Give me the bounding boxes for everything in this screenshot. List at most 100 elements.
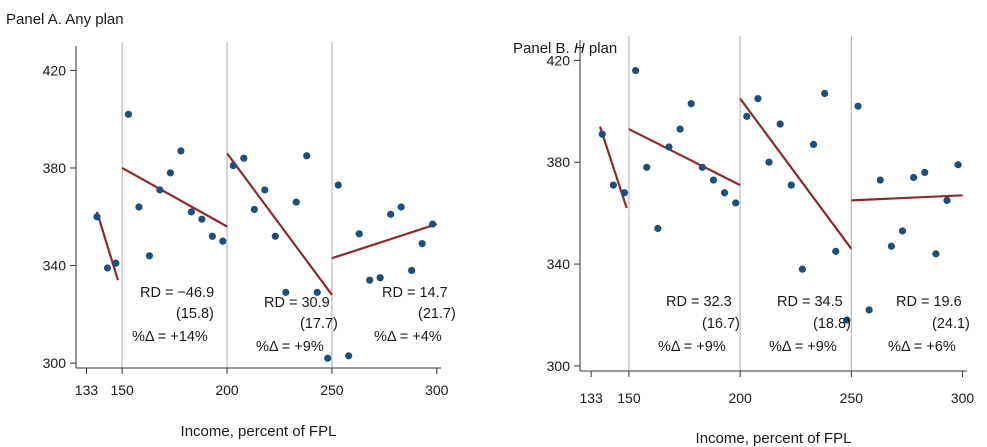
- y-tick-label: 420: [43, 62, 67, 78]
- rd-percent-change: %Δ = +9%: [769, 339, 837, 355]
- rd-standard-error: (16.7): [702, 316, 740, 332]
- fit-line: [95, 211, 120, 281]
- data-point: [345, 352, 353, 360]
- data-point: [208, 232, 216, 240]
- data-point: [198, 215, 206, 223]
- data-point: [156, 186, 164, 194]
- data-point: [282, 288, 290, 296]
- rd-percent-change: %Δ = +6%: [888, 339, 956, 355]
- data-point: [124, 110, 133, 118]
- data-point: [732, 199, 740, 207]
- data-point: [408, 266, 416, 275]
- x-tick-label: 200: [215, 382, 239, 398]
- x-tick-label: 150: [617, 390, 641, 406]
- rd-percent-change: %Δ = +9%: [256, 339, 324, 355]
- data-point: [609, 181, 617, 189]
- data-point: [261, 186, 269, 194]
- fit-line: [739, 97, 853, 250]
- data-point: [687, 100, 695, 108]
- data-point: [932, 250, 940, 258]
- data-point: [429, 220, 437, 228]
- data-point: [887, 242, 895, 250]
- data-point: [103, 264, 112, 272]
- rd-standard-error: (18.8): [813, 316, 851, 332]
- rd-estimate: RD = −46.9: [140, 285, 214, 301]
- y-tick-label: 300: [43, 355, 67, 371]
- data-point: [665, 143, 673, 151]
- data-point: [166, 169, 174, 177]
- data-point: [765, 158, 773, 166]
- rd-percent-change: %Δ = +9%: [658, 339, 726, 355]
- data-point: [229, 161, 237, 170]
- data-point: [145, 252, 154, 260]
- x-tick-label: 150: [110, 382, 134, 398]
- data-point: [832, 247, 840, 255]
- data-point: [809, 140, 818, 148]
- data-point: [397, 203, 405, 211]
- data-point: [921, 168, 929, 176]
- x-tick-label: 133: [75, 382, 99, 398]
- rd-estimate: RD = 32.3: [666, 294, 732, 310]
- data-point: [355, 230, 363, 238]
- data-point: [854, 102, 862, 110]
- fit-line: [851, 194, 963, 202]
- rd-standard-error: (17.7): [300, 316, 338, 332]
- data-point: [177, 147, 185, 155]
- data-point: [720, 189, 729, 197]
- data-point: [943, 196, 951, 205]
- data-point: [418, 239, 426, 248]
- panel-b: Panel B. H plan 300 340 380 420 133 150 200 250 3…: [513, 36, 974, 447]
- rd-percent-change: %Δ = +4%: [374, 329, 442, 345]
- data-point: [313, 288, 321, 296]
- x-axis-label: Income, percent of FPL: [696, 430, 852, 447]
- data-point: [865, 306, 873, 314]
- rd-estimate: RD = 34.5: [777, 294, 843, 310]
- panel-title: Panel B. H plan: [513, 40, 617, 57]
- data-point: [303, 152, 311, 160]
- data-point: [93, 213, 101, 221]
- data-point: [743, 112, 751, 120]
- fit-line: [121, 167, 228, 228]
- data-point: [954, 161, 962, 169]
- x-axis-label: Income, percent of FPL: [181, 423, 337, 440]
- data-point: [135, 203, 143, 211]
- data-point: [876, 176, 884, 184]
- data-point: [676, 125, 684, 133]
- rd-estimate: RD = 19.6: [896, 294, 962, 310]
- data-point: [821, 89, 829, 98]
- x-tick-label: 133: [579, 390, 603, 406]
- fit-line: [226, 152, 333, 296]
- data-point: [843, 316, 851, 324]
- data-point: [112, 259, 120, 267]
- data-point: [376, 274, 384, 282]
- x-tick-label: 300: [951, 390, 975, 406]
- data-point: [798, 265, 807, 273]
- data-point: [620, 189, 629, 197]
- panel-title: Panel A. Any plan: [6, 11, 124, 28]
- y-tick-label: 340: [547, 256, 571, 272]
- data-point: [643, 163, 651, 171]
- data-point: [366, 276, 374, 284]
- data-point: [632, 66, 640, 75]
- data-point: [187, 208, 195, 216]
- data-point: [709, 176, 718, 184]
- y-tick-label: 380: [43, 160, 67, 176]
- data-point: [598, 130, 606, 138]
- x-tick-label: 250: [840, 390, 864, 406]
- data-point: [292, 198, 300, 206]
- data-point: [754, 94, 762, 103]
- data-point: [250, 205, 258, 214]
- data-point: [776, 120, 784, 128]
- data-point: [910, 173, 918, 182]
- data-point: [271, 232, 279, 240]
- data-point: [240, 154, 248, 162]
- x-tick-label: 200: [728, 390, 752, 406]
- y-tick-label: 300: [547, 358, 571, 374]
- y-tick-label: 420: [547, 52, 571, 68]
- rd-standard-error: (15.8): [176, 306, 214, 322]
- x-tick-label: 250: [320, 382, 344, 398]
- data-point: [698, 163, 706, 171]
- data-point: [334, 181, 342, 189]
- rd-standard-error: (21.7): [418, 306, 456, 322]
